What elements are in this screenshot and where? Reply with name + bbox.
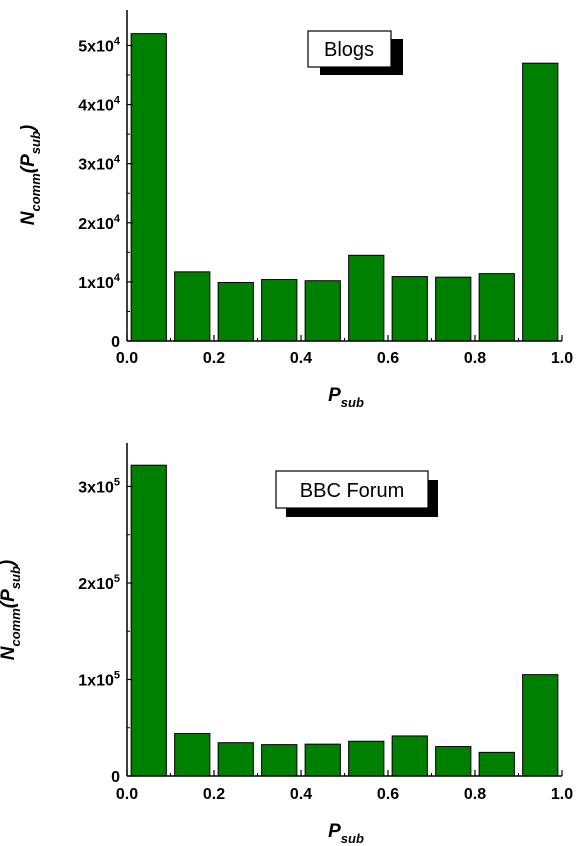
chart-panel-2: 0.0 0.2 0.4 0.6 0.8 1.0 0 1x105 2x105 3x105 Psub Nc… xyxy=(0,443,573,846)
bar-1-10 xyxy=(522,62,559,342)
y-axis-title-text: Ncomm(Psub) xyxy=(0,560,23,660)
bar-1-7 xyxy=(391,276,428,342)
x-axis-title: Psub xyxy=(328,821,364,846)
bar-2-10 xyxy=(522,674,559,777)
y-axis-title: Ncomm(Psub) xyxy=(0,560,23,660)
x-tick-label: 0.2 xyxy=(203,350,225,367)
y-tick-label: 2x104 xyxy=(78,213,121,233)
x-tick-label: 1.0 xyxy=(551,350,573,367)
bar-1-2 xyxy=(174,271,211,342)
y-tick-label: 1x104 xyxy=(78,272,121,292)
legend-label: Blogs xyxy=(324,39,374,61)
bar-2-2 xyxy=(174,733,211,777)
bar-2-6 xyxy=(348,740,385,777)
bar-2-8 xyxy=(435,746,472,777)
x-tick-label: 0.0 xyxy=(116,786,138,803)
legend-box xyxy=(275,470,429,509)
bar-2-5 xyxy=(304,743,341,777)
y-tick-label: 4x104 xyxy=(78,95,121,115)
x-axis-title: Psub xyxy=(328,385,364,410)
y-tick-label: 3x105 xyxy=(78,476,120,496)
chart-panel-1: 0.0 0.2 0.4 0.6 0.8 1.0 0 1x104 2x104 3x104 4x104 5… xyxy=(18,10,573,410)
bar-2-7 xyxy=(391,735,428,777)
x-tick-label: 0.4 xyxy=(290,786,312,803)
legend-label: BBC Forum xyxy=(300,480,404,502)
legend-box xyxy=(307,30,392,68)
y-axis-title-text: Ncomm(Psub) xyxy=(18,125,43,225)
x-tick-label: 0.8 xyxy=(464,786,486,803)
y-axis-title: Ncomm(Psub) xyxy=(18,125,43,225)
x-tick-label: 0.0 xyxy=(116,350,138,367)
bar-2-3 xyxy=(217,742,254,777)
y-tick-label: 1x105 xyxy=(78,669,120,689)
y-tick-label: 0 xyxy=(111,334,120,351)
bar-1-9 xyxy=(478,273,515,342)
bar-1-8 xyxy=(435,276,472,342)
bar-1-4 xyxy=(261,279,298,342)
y-tick-label: 5x104 xyxy=(78,35,121,55)
x-tick-label: 0.2 xyxy=(203,786,225,803)
bar-2-4 xyxy=(261,744,298,777)
bar-1-6 xyxy=(348,254,385,342)
y-tick-label: 3x104 xyxy=(78,154,121,174)
bar-2-1 xyxy=(130,464,167,777)
bar-1-1 xyxy=(130,33,167,342)
y-tick-label: 0 xyxy=(111,769,120,786)
x-tick-label: 0.6 xyxy=(377,786,399,803)
x-tick-label: 0.4 xyxy=(290,350,312,367)
bar-1-3 xyxy=(217,281,254,342)
x-tick-label: 0.8 xyxy=(464,350,486,367)
y-tick-label: 2x105 xyxy=(78,573,120,593)
x-tick-label: 1.0 xyxy=(551,786,573,803)
bar-1-5 xyxy=(304,280,341,342)
bar-2-9 xyxy=(478,751,515,777)
x-tick-label: 0.6 xyxy=(377,350,399,367)
